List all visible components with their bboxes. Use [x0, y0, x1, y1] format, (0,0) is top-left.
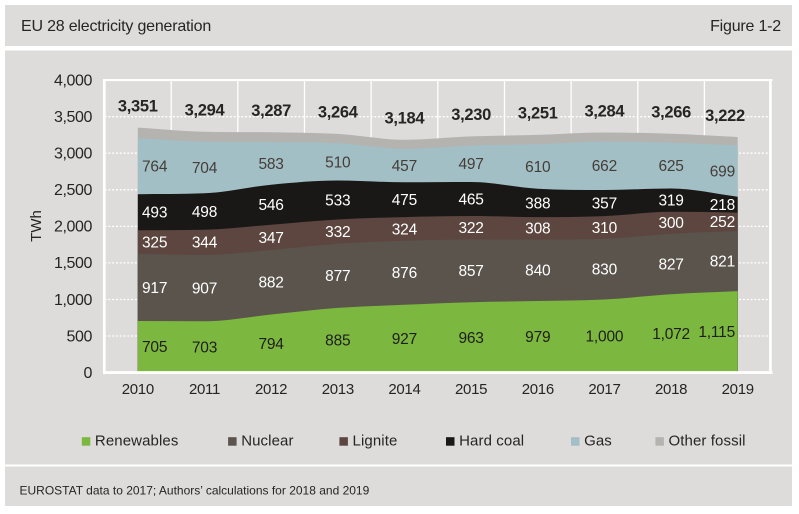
svg-text:704: 704 [192, 160, 218, 177]
svg-text:907: 907 [192, 280, 217, 297]
svg-text:927: 927 [392, 331, 417, 348]
svg-text:963: 963 [458, 330, 483, 347]
svg-text:877: 877 [325, 268, 350, 285]
svg-text:497: 497 [458, 156, 483, 173]
svg-text:3,000: 3,000 [54, 146, 93, 163]
svg-text:319: 319 [658, 193, 683, 210]
svg-text:699: 699 [710, 164, 735, 181]
svg-text:218: 218 [710, 197, 735, 214]
svg-text:388: 388 [525, 195, 550, 212]
svg-text:475: 475 [392, 192, 417, 209]
svg-text:3,184: 3,184 [385, 110, 426, 128]
svg-text:308: 308 [525, 221, 550, 238]
svg-text:2014: 2014 [388, 381, 420, 398]
svg-text:510: 510 [325, 154, 351, 171]
svg-text:705: 705 [142, 339, 167, 356]
svg-text:Renewables: Renewables [95, 432, 179, 449]
svg-text:857: 857 [458, 263, 483, 280]
svg-text:917: 917 [142, 280, 167, 297]
svg-text:840: 840 [525, 263, 551, 280]
svg-text:3,294: 3,294 [185, 102, 226, 120]
svg-text:500: 500 [67, 328, 93, 345]
svg-text:3,351: 3,351 [118, 97, 158, 115]
svg-text:764: 764 [142, 159, 168, 176]
svg-text:3,500: 3,500 [54, 109, 93, 126]
svg-text:300: 300 [658, 215, 684, 232]
svg-text:Nuclear: Nuclear [241, 432, 293, 449]
svg-text:3,287: 3,287 [251, 102, 291, 120]
svg-text:662: 662 [592, 158, 617, 175]
svg-text:0: 0 [84, 365, 93, 382]
svg-text:1,000: 1,000 [54, 292, 93, 309]
svg-text:252: 252 [710, 214, 735, 231]
svg-text:625: 625 [658, 158, 683, 175]
svg-text:332: 332 [325, 224, 350, 241]
svg-text:357: 357 [592, 196, 617, 213]
svg-text:3,284: 3,284 [585, 102, 626, 120]
svg-text:876: 876 [392, 265, 417, 282]
svg-text:Hard coal: Hard coal [459, 432, 524, 449]
svg-text:Gas: Gas [584, 432, 612, 449]
svg-text:2010: 2010 [122, 381, 154, 398]
svg-text:1,000: 1,000 [586, 328, 624, 345]
svg-text:EUROSTAT data to 2017; Authors: EUROSTAT data to 2017; Authors’ calculat… [20, 484, 370, 498]
svg-text:1,115: 1,115 [698, 324, 735, 341]
svg-text:2011: 2011 [189, 381, 220, 398]
svg-text:2012: 2012 [255, 381, 287, 398]
svg-text:583: 583 [258, 156, 283, 173]
svg-text:610: 610 [525, 159, 551, 176]
svg-text:Other fossil: Other fossil [669, 432, 746, 449]
svg-text:324: 324 [392, 221, 418, 238]
svg-text:TWh: TWh [28, 210, 45, 242]
svg-text:2,500: 2,500 [54, 182, 93, 199]
svg-text:821: 821 [710, 253, 735, 270]
svg-text:3,264: 3,264 [318, 104, 359, 122]
svg-text:4,000: 4,000 [54, 72, 93, 89]
svg-text:344: 344 [192, 235, 218, 252]
svg-text:2019: 2019 [722, 381, 754, 398]
svg-text:827: 827 [658, 256, 683, 273]
svg-text:703: 703 [192, 339, 217, 356]
svg-text:2013: 2013 [322, 381, 354, 398]
svg-text:2,000: 2,000 [54, 219, 93, 236]
svg-text:533: 533 [325, 192, 350, 209]
svg-text:3,251: 3,251 [518, 105, 558, 123]
svg-text:325: 325 [142, 235, 167, 252]
svg-text:2015: 2015 [455, 381, 487, 398]
svg-text:3,266: 3,266 [651, 104, 691, 122]
svg-text:493: 493 [142, 205, 167, 222]
svg-text:3,222: 3,222 [705, 107, 745, 125]
svg-text:498: 498 [192, 204, 217, 221]
svg-text:347: 347 [258, 230, 283, 247]
svg-text:1,072: 1,072 [652, 326, 690, 343]
svg-text:546: 546 [258, 197, 283, 214]
svg-text:882: 882 [258, 275, 283, 292]
svg-text:Figure 1-2: Figure 1-2 [710, 18, 781, 35]
svg-text:2016: 2016 [522, 381, 554, 398]
svg-text:2018: 2018 [655, 381, 687, 398]
svg-text:3,230: 3,230 [451, 106, 491, 124]
svg-text:322: 322 [458, 220, 483, 237]
svg-text:979: 979 [525, 329, 550, 346]
svg-text:457: 457 [392, 158, 417, 175]
svg-text:830: 830 [592, 262, 618, 279]
svg-text:Lignite: Lignite [353, 432, 398, 449]
svg-text:EU 28 electricity generation: EU 28 electricity generation [21, 18, 211, 35]
svg-text:794: 794 [258, 336, 284, 353]
svg-text:1,500: 1,500 [54, 255, 93, 272]
svg-text:2017: 2017 [588, 381, 620, 398]
svg-text:465: 465 [458, 191, 483, 208]
svg-text:885: 885 [325, 333, 350, 350]
svg-text:310: 310 [592, 220, 618, 237]
